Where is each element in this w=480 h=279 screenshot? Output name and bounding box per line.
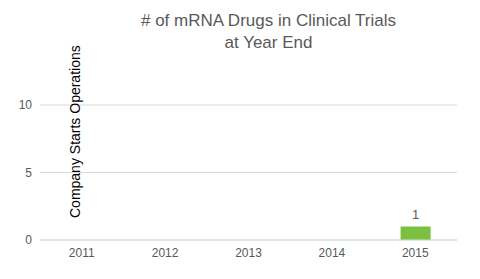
svg-text:2015: 2015 [402,246,429,260]
svg-text:2013: 2013 [235,246,262,260]
svg-text:2012: 2012 [152,246,179,260]
svg-text:1: 1 [412,207,419,222]
html-text:at Year End: at Year End [224,33,313,52]
svg-text:5: 5 [25,166,32,180]
svg-text:2011: 2011 [69,246,95,260]
svg-text:2014: 2014 [319,246,346,260]
html-text:# of mRNA Drugs in Clinical Tr: # of mRNA Drugs in Clinical Trials [141,11,396,30]
svg-text:0: 0 [25,233,32,247]
svg-text:Company Starts Operations: Company Starts Operations [67,45,83,218]
svg-text:10: 10 [19,98,33,112]
